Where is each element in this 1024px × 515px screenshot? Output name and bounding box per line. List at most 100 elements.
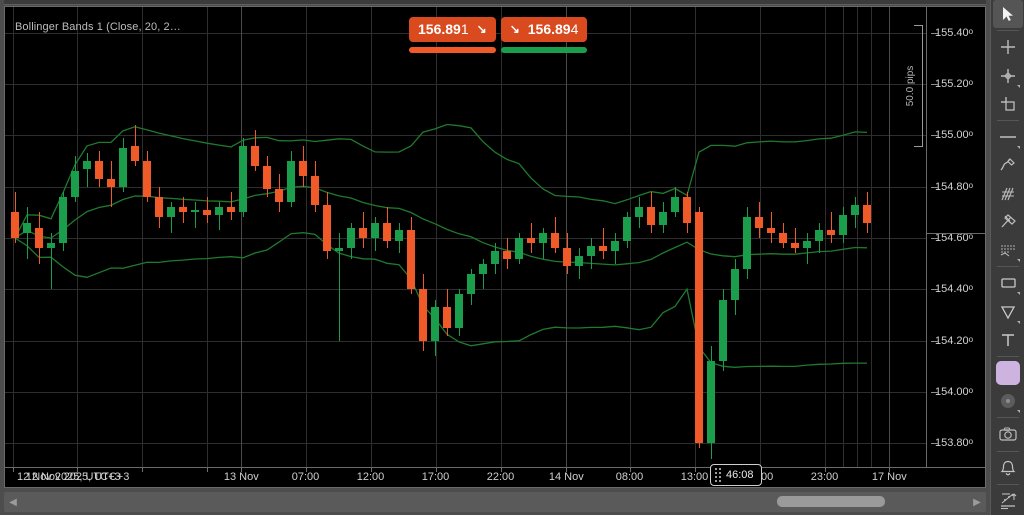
candle-body bbox=[347, 227, 355, 249]
candle-body bbox=[527, 238, 535, 244]
chart-window: Bollinger Bands 1 (Close, 20, 2… 156.891… bbox=[4, 6, 986, 488]
candle-body bbox=[863, 204, 871, 223]
fibonacci-icon[interactable] bbox=[993, 179, 1023, 207]
price-axis-label: 155.40o bbox=[931, 27, 973, 39]
bid-underline-bar bbox=[409, 47, 496, 53]
time-axis-tickmark bbox=[566, 468, 567, 472]
candle-body bbox=[395, 230, 403, 241]
drag-handle-icon[interactable] bbox=[715, 468, 721, 482]
candle-body bbox=[131, 145, 139, 161]
chevron-down-icon[interactable] bbox=[1016, 292, 1020, 296]
candle-body bbox=[11, 212, 19, 238]
chevron-down-icon[interactable] bbox=[1016, 146, 1020, 150]
grid-line-vertical bbox=[566, 7, 567, 469]
scroll-left-icon[interactable]: ◀ bbox=[9, 496, 17, 508]
camera-icon[interactable] bbox=[993, 420, 1023, 448]
bollinger-middle-line bbox=[14, 185, 868, 266]
cursor-icon[interactable] bbox=[992, 0, 1023, 29]
candle-body bbox=[275, 189, 283, 203]
price-axis-label: 154.20o bbox=[931, 335, 973, 347]
price-axis[interactable]: 153.80o 154.00o 154.20o 154.40o 154.60o 154.8… bbox=[926, 7, 985, 469]
candle-body bbox=[191, 209, 199, 213]
candle-body bbox=[419, 289, 427, 341]
ask-price-badge[interactable]: ↘ 156.894 bbox=[500, 17, 588, 42]
candle-body bbox=[71, 171, 79, 197]
ask-trend-arrow-icon: ↘ bbox=[509, 22, 520, 36]
crosshair-dot-icon[interactable] bbox=[993, 61, 1023, 89]
eraser-icon[interactable] bbox=[993, 208, 1023, 236]
grid-line-vertical bbox=[207, 7, 208, 469]
candle-body bbox=[671, 196, 679, 213]
trendline-icon[interactable] bbox=[993, 123, 1023, 151]
candle-body bbox=[839, 214, 847, 236]
indicator-legend[interactable]: Bollinger Bands 1 (Close, 20, 2… bbox=[15, 21, 181, 33]
chevron-down-icon[interactable] bbox=[1016, 320, 1020, 324]
pips-bracket bbox=[914, 25, 923, 147]
candle-body bbox=[215, 207, 223, 215]
grid-line-vertical bbox=[77, 7, 78, 469]
bell-icon[interactable] bbox=[993, 454, 1023, 482]
grid-line-vertical bbox=[760, 7, 761, 469]
candle-body bbox=[767, 227, 775, 233]
candle-body bbox=[407, 230, 415, 290]
magnet-icon[interactable] bbox=[993, 387, 1023, 415]
candle-body bbox=[743, 217, 751, 269]
time-axis-origin-label: 12 Nov 2025, UTC+3 bbox=[17, 471, 121, 483]
candle-body bbox=[179, 207, 187, 213]
toolbar-separator bbox=[996, 450, 1019, 452]
rectangle-icon[interactable] bbox=[993, 269, 1023, 297]
chart-plot-area[interactable]: Bollinger Bands 1 (Close, 20, 2… 156.891… bbox=[5, 7, 926, 469]
chevron-down-icon[interactable] bbox=[1016, 84, 1020, 88]
time-axis-label: 12 Nov 2025, UTC+3 bbox=[25, 471, 130, 483]
crosshair-square-icon[interactable] bbox=[993, 90, 1023, 118]
scrollbar-track[interactable] bbox=[22, 492, 968, 512]
bollinger-upper-line bbox=[14, 123, 868, 239]
template-icon[interactable] bbox=[993, 487, 1023, 515]
candle-body bbox=[695, 212, 703, 444]
chevron-down-icon[interactable] bbox=[1016, 410, 1020, 414]
candle-body bbox=[539, 232, 547, 244]
candle-wick bbox=[795, 227, 796, 254]
bid-price-badge[interactable]: 156.891 ↘ bbox=[409, 17, 496, 42]
triangle-icon[interactable] bbox=[993, 297, 1023, 325]
pencil-icon[interactable] bbox=[993, 151, 1023, 179]
candle-body bbox=[431, 307, 439, 341]
candle-body bbox=[311, 176, 319, 205]
candle-body bbox=[23, 222, 31, 233]
text-icon[interactable] bbox=[993, 326, 1023, 354]
drawing-toolbar bbox=[990, 0, 1024, 515]
grid-line-vertical bbox=[825, 7, 826, 469]
window-top-strip-inner bbox=[4, 0, 986, 5]
candle-body bbox=[455, 294, 463, 328]
time-axis-tickmark bbox=[306, 468, 307, 472]
color-swatch-fill[interactable] bbox=[995, 361, 1020, 385]
time-axis-tickmark bbox=[695, 468, 696, 472]
candle-body bbox=[479, 263, 487, 274]
time-axis[interactable]: 12 Nov 2025, UTC+3 13 Nov 07:00 12:00 17:00 2… bbox=[5, 467, 985, 487]
scroll-right-icon[interactable]: ▶ bbox=[973, 496, 981, 508]
candle-body bbox=[815, 230, 823, 241]
time-axis-tickmark bbox=[825, 468, 826, 472]
candle-body bbox=[707, 361, 715, 444]
price-axis-label: 153.80o bbox=[931, 437, 973, 449]
candle-body bbox=[155, 196, 163, 218]
candle-body bbox=[287, 161, 295, 203]
chevron-down-icon[interactable] bbox=[1016, 259, 1020, 263]
color-swatch[interactable] bbox=[993, 359, 1023, 387]
pattern-grid-icon[interactable] bbox=[993, 236, 1023, 264]
grid-line-vertical bbox=[436, 7, 437, 469]
window-top-strip bbox=[0, 0, 990, 8]
horizontal-scrollbar[interactable]: ◀ ▶ bbox=[4, 492, 986, 512]
time-axis-label: 12:00 bbox=[356, 471, 385, 483]
candle-body bbox=[683, 196, 691, 223]
scrollbar-thumb[interactable] bbox=[777, 496, 885, 507]
candle-body bbox=[167, 207, 175, 218]
bar-countdown-badge[interactable]: 46:08 bbox=[710, 464, 762, 486]
crosshair-icon[interactable] bbox=[993, 33, 1023, 61]
bollinger-bands-lines bbox=[14, 123, 868, 368]
candle-body bbox=[791, 243, 799, 249]
grid-line-horizontal bbox=[5, 392, 926, 393]
candle-body bbox=[443, 307, 451, 328]
time-axis-tickmark bbox=[142, 468, 143, 472]
